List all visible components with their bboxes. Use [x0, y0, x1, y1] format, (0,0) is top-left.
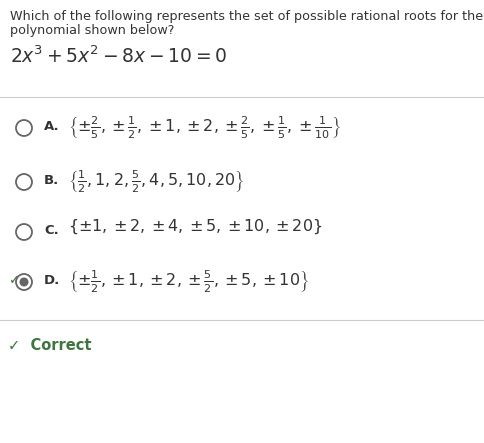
Text: Which of the following represents the set of possible rational roots for the: Which of the following represents the se… [10, 10, 483, 23]
Text: C.: C. [44, 224, 59, 237]
Circle shape [19, 277, 29, 287]
Text: ✓: ✓ [8, 274, 19, 287]
Text: ✓  Correct: ✓ Correct [8, 338, 91, 353]
Text: $2x^3 + 5x^2 - 8x - 10 = 0$: $2x^3 + 5x^2 - 8x - 10 = 0$ [10, 45, 227, 66]
Text: B.: B. [44, 174, 59, 187]
Text: $\{\pm 1, \pm 2, \pm 4, \pm 5, \pm 10, \pm 20\}$: $\{\pm 1, \pm 2, \pm 4, \pm 5, \pm 10, \… [68, 218, 322, 237]
Text: $\left\{\pm\frac{1}{2}, \pm 1, \pm 2, \pm\frac{5}{2}, \pm 5, \pm 10\right\}$: $\left\{\pm\frac{1}{2}, \pm 1, \pm 2, \p… [68, 268, 309, 294]
Text: $\left\{\frac{1}{2}, 1, 2, \frac{5}{2}, 4, 5, 10, 20\right\}$: $\left\{\frac{1}{2}, 1, 2, \frac{5}{2}, … [68, 168, 244, 194]
Text: polynomial shown below?: polynomial shown below? [10, 24, 174, 37]
Text: $\left\{\pm\frac{2}{5}, \pm\frac{1}{2}, \pm 1, \pm 2, \pm\frac{2}{5}, \pm\frac{1: $\left\{\pm\frac{2}{5}, \pm\frac{1}{2}, … [68, 114, 341, 140]
Text: A.: A. [44, 120, 60, 133]
Text: D.: D. [44, 274, 60, 287]
